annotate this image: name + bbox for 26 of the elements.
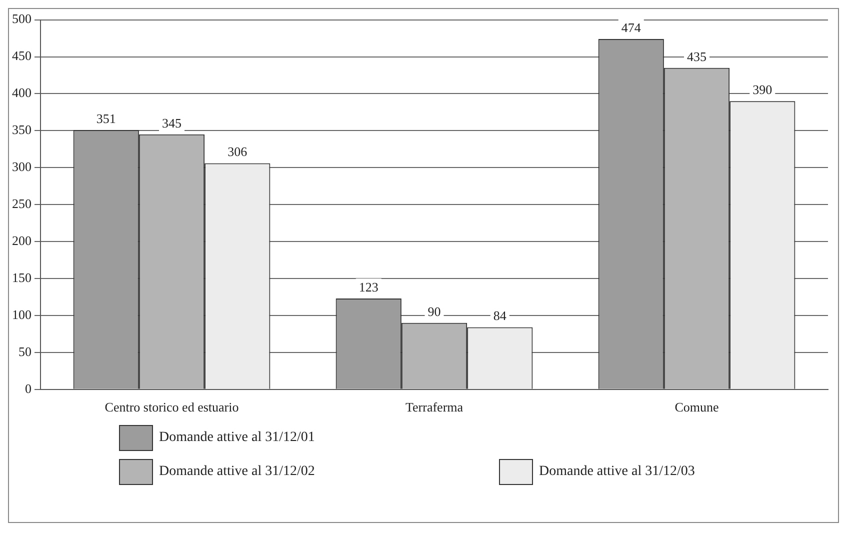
y-tick-label: 150 bbox=[12, 270, 32, 285]
y-tick-label: 100 bbox=[12, 306, 32, 322]
legend-label: Domande attive al 31/12/03 bbox=[539, 464, 695, 480]
data-label: 474 bbox=[621, 20, 642, 35]
y-tick-label: 350 bbox=[12, 122, 32, 138]
x-tick-label: Terraferma bbox=[405, 400, 464, 415]
y-tick-label: 300 bbox=[12, 159, 32, 174]
data-label: 84 bbox=[493, 308, 507, 324]
data-label: 390 bbox=[752, 82, 772, 98]
x-tick-label: Centro storico ed estuario bbox=[104, 400, 239, 415]
y-tick-label: 200 bbox=[12, 232, 32, 248]
y-tick-label: 50 bbox=[18, 344, 32, 359]
y-tick-label: 0 bbox=[25, 380, 32, 396]
data-label: 351 bbox=[96, 110, 116, 126]
data-label: 306 bbox=[228, 144, 248, 160]
legend-label: Domande attive al 31/12/02 bbox=[159, 464, 315, 480]
data-label: 90 bbox=[428, 304, 441, 319]
data-label: 435 bbox=[687, 48, 706, 64]
y-tick-label: 400 bbox=[12, 85, 32, 100]
x-tick-label: Comune bbox=[674, 400, 719, 415]
data-label: 123 bbox=[358, 279, 378, 294]
data-label: 345 bbox=[162, 115, 182, 130]
y-tick-label: 450 bbox=[12, 48, 32, 64]
legend-label: Domande attive al 31/12/01 bbox=[159, 430, 315, 446]
y-tick-label: 500 bbox=[12, 11, 32, 26]
y-tick-label: 250 bbox=[12, 196, 32, 212]
